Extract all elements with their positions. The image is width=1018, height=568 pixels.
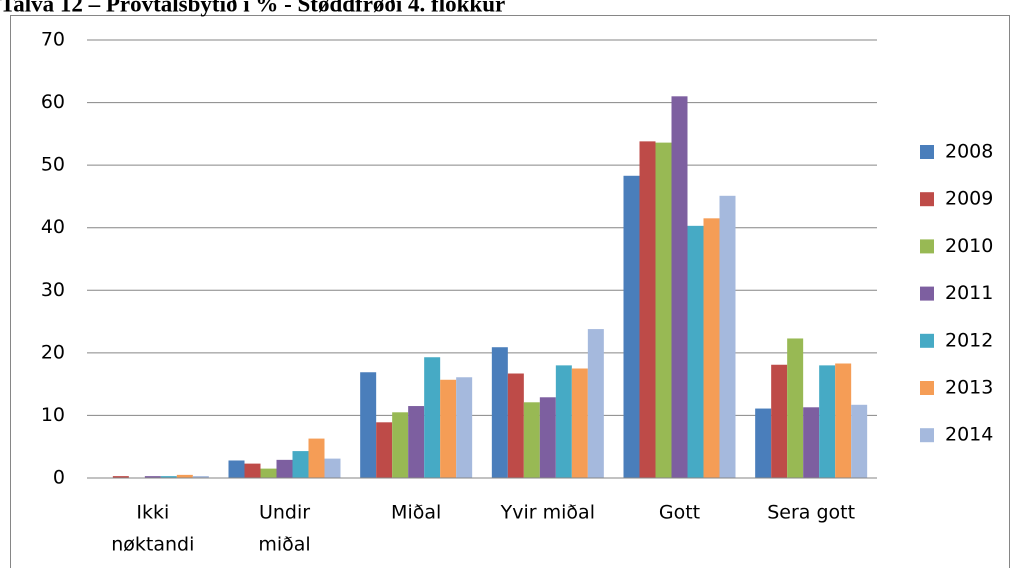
legend-swatch [920, 239, 934, 254]
y-tick-label: 40 [41, 216, 65, 238]
legend-label: 2008 [945, 141, 993, 163]
legend-swatch [920, 381, 934, 395]
legend-label: 2012 [945, 329, 993, 351]
bar [160, 476, 177, 478]
bar [276, 459, 293, 478]
chart-frame [10, 15, 1010, 568]
bar [687, 225, 704, 478]
legend-swatch [920, 333, 934, 348]
bar [360, 372, 377, 478]
legend-label: 2009 [945, 188, 993, 210]
bar [555, 365, 572, 478]
chart-title: Talva 12 – Próvtalsbýtið í % - Støddfrøð… [0, 0, 505, 16]
bar [671, 96, 688, 479]
y-tick-label: 0 [53, 467, 65, 489]
legend-swatch [920, 286, 934, 301]
x-tick-label: Yvir miðal [500, 502, 595, 524]
bar [703, 218, 720, 479]
legend-label: 2010 [945, 235, 993, 257]
legend-swatch [920, 428, 934, 443]
x-tick-label: Ikki [136, 502, 169, 524]
bar [292, 451, 309, 478]
bar [176, 474, 193, 478]
legend-swatch [920, 192, 934, 207]
legend-label: 2011 [945, 282, 993, 304]
bar [244, 463, 261, 478]
bar [771, 364, 788, 478]
bar [308, 438, 325, 478]
legend-label: 2013 [945, 377, 993, 399]
bar [376, 422, 393, 478]
bar [803, 407, 820, 478]
bar [408, 406, 425, 478]
legend-label: 2014 [945, 424, 993, 446]
bar [639, 141, 656, 478]
x-tick-label: Miðal [391, 502, 441, 524]
bar [260, 468, 277, 478]
bar [755, 408, 772, 478]
bar [819, 365, 836, 478]
bar [424, 357, 441, 478]
x-tick-label: Gott [659, 502, 700, 524]
x-tick-label: Undir [259, 502, 310, 524]
bar [587, 329, 604, 478]
y-tick-label: 30 [41, 279, 65, 301]
x-tick-label: nøktandi [111, 534, 194, 556]
bar [440, 379, 457, 478]
bar [144, 476, 161, 478]
bar [324, 458, 341, 478]
bar [192, 476, 209, 478]
bar [539, 397, 556, 478]
x-tick-label: Sera gott [767, 502, 855, 524]
bar [456, 377, 473, 478]
y-tick-label: 10 [41, 404, 65, 426]
y-tick-label: 60 [41, 91, 65, 113]
bar [719, 195, 736, 478]
bar [523, 402, 540, 478]
bar [851, 404, 868, 478]
y-tick-label: 70 [41, 29, 65, 51]
y-tick-label: 20 [41, 341, 65, 363]
bar [491, 347, 508, 478]
bar [228, 460, 245, 478]
bar [507, 373, 524, 478]
bar [835, 363, 852, 478]
bar [787, 338, 804, 478]
x-tick-label: miðal [258, 534, 310, 556]
bar [571, 368, 588, 478]
bar [392, 412, 409, 478]
legend-swatch [920, 145, 934, 159]
bar [623, 175, 640, 478]
bar [112, 476, 129, 478]
y-tick-label: 50 [41, 154, 65, 176]
bar [655, 142, 672, 479]
